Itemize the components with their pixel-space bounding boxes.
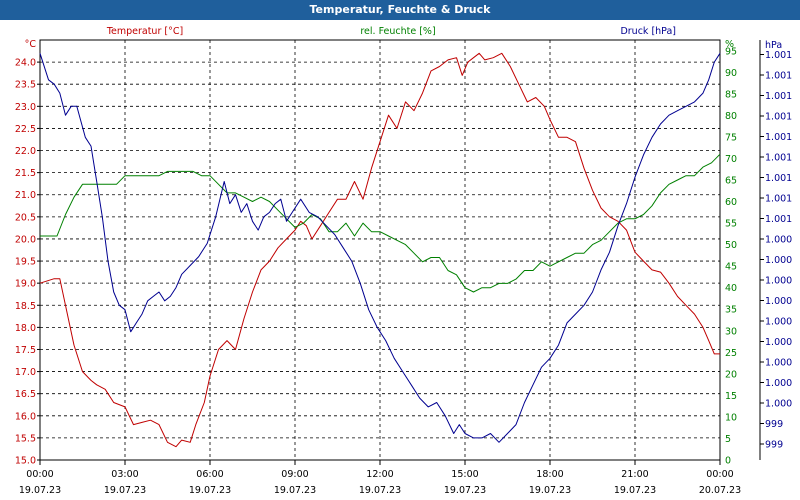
pressure-tick-label: 1.000 [765, 317, 792, 328]
legend-humidity: rel. Feuchte [%] [360, 26, 435, 37]
hum-tick-label: 10 [725, 412, 737, 423]
hum-tick-label: 80 [725, 111, 737, 122]
pressure-tick-label: 999 [765, 419, 783, 430]
pressure-tick-label: 1.001 [765, 132, 792, 143]
pressure-tick-label: 1.000 [765, 255, 792, 266]
x-tick-date: 19.07.23 [614, 485, 656, 496]
temp-tick-label: 19.5 [15, 257, 36, 268]
x-tick-time: 09:00 [281, 469, 308, 480]
temp-tick-label: 21.0 [15, 190, 36, 201]
x-tick-time: 21:00 [621, 469, 648, 480]
x-tick-time: 15:00 [451, 469, 478, 480]
x-tick-time: 06:00 [196, 469, 223, 480]
chart-labels: 15.0 15.5 16.0 16.5 17.0 17.5 18.0 18.5 19.0 19.5… [15, 26, 792, 496]
hum-tick-label: 35 [725, 305, 737, 316]
hum-tick-label: 70 [725, 154, 737, 165]
chart-grid [40, 40, 720, 461]
hum-tick-label: 90 [725, 68, 737, 79]
x-tick-date: 20.07.23 [699, 485, 741, 496]
temp-tick-label: 21.5 [15, 168, 36, 179]
humidity-line [40, 153, 721, 293]
x-tick-date: 19.07.23 [444, 485, 486, 496]
hum-tick-label: 55 [725, 219, 737, 230]
hum-tick-label: 50 [725, 240, 737, 251]
x-tick-time: 00:00 [26, 469, 53, 480]
hum-tick-label: 45 [725, 262, 737, 273]
pressure-tick-label: 1.001 [765, 194, 792, 205]
temp-tick-label: 16.5 [15, 389, 36, 400]
x-tick-time: 00:00 [706, 469, 733, 480]
temp-tick-label: 20.5 [15, 212, 36, 223]
pressure-tick-label: 1.000 [765, 337, 792, 348]
legend-temperature: Temperatur [°C] [106, 26, 183, 37]
pressure-tick-label: 1.000 [765, 276, 792, 287]
temp-tick-label: 23.0 [15, 102, 36, 113]
pressure-tick-label: 1.001 [765, 71, 792, 82]
hum-tick-label: 20 [725, 369, 737, 380]
hum-tick-label: 85 [725, 89, 737, 100]
pressure-tick-label: 1.001 [765, 112, 792, 123]
pressure-tick-label: 1.001 [765, 173, 792, 184]
pressure-tick-label: 1.001 [765, 153, 792, 164]
x-tick-date: 19.07.23 [189, 485, 231, 496]
pressure-tick-label: 1.000 [765, 296, 792, 307]
temp-tick-label: 23.5 [15, 80, 36, 91]
x-tick-date: 19.07.23 [274, 485, 316, 496]
hum-unit-label: % [725, 39, 734, 50]
temp-tick-label: 18.0 [15, 323, 36, 334]
x-tick-date: 19.07.23 [529, 485, 571, 496]
pressure-tick-label: 1.001 [765, 91, 792, 102]
temp-tick-label: 22.5 [15, 124, 36, 135]
temperature-line [39, 52, 720, 448]
x-tick-time: 18:00 [536, 469, 563, 480]
temp-tick-label: 17.0 [15, 367, 36, 378]
temp-tick-label: 24.0 [15, 58, 36, 69]
x-tick-date: 19.07.23 [19, 485, 61, 496]
hum-tick-label: 25 [725, 348, 737, 359]
hum-tick-label: 60 [725, 197, 737, 208]
hum-tick-label: 95 [725, 46, 737, 57]
chart-series [39, 52, 721, 448]
legend-pressure: Druck [hPa] [620, 26, 676, 37]
hum-tick-label: 0 [725, 456, 731, 467]
x-tick-date: 19.07.23 [104, 485, 146, 496]
temp-tick-label: 17.5 [15, 345, 36, 356]
temp-tick-label: 16.0 [15, 411, 36, 422]
hum-tick-label: 15 [725, 391, 737, 402]
temp-tick-label: 15.0 [15, 456, 36, 467]
temp-tick-label: 19.0 [15, 279, 36, 290]
pressure-tick-label: 1.001 [765, 214, 792, 225]
pressure-tick-label: 1.000 [765, 399, 792, 410]
hum-tick-label: 40 [725, 283, 737, 294]
hum-tick-label: 75 [725, 132, 737, 143]
x-tick-date: 19.07.23 [359, 485, 401, 496]
temp-tick-label: 22.0 [15, 146, 36, 157]
chart-axes [37, 39, 764, 465]
temp-tick-label: 20.0 [15, 234, 36, 245]
pressure-tick-label: 999 [765, 440, 783, 451]
pressure-tick-label: 1.000 [765, 358, 792, 369]
pressure-unit-label: hPa [765, 40, 782, 51]
x-tick-time: 12:00 [366, 469, 393, 480]
pressure-tick-label: 1.000 [765, 378, 792, 389]
hum-tick-label: 30 [725, 326, 737, 337]
pressure-tick-label: 1.001 [765, 50, 792, 61]
x-tick-time: 03:00 [111, 469, 138, 480]
pressure-line [39, 53, 721, 443]
hum-tick-label: 65 [725, 176, 737, 187]
temp-unit-label: °C [25, 39, 37, 50]
chart-title: Temperatur, Feuchte & Druck [0, 0, 800, 20]
hum-tick-label: 5 [725, 434, 731, 445]
pressure-tick-label: 1.000 [765, 235, 792, 246]
temp-tick-label: 18.5 [15, 301, 36, 312]
temp-tick-label: 15.5 [15, 433, 36, 444]
